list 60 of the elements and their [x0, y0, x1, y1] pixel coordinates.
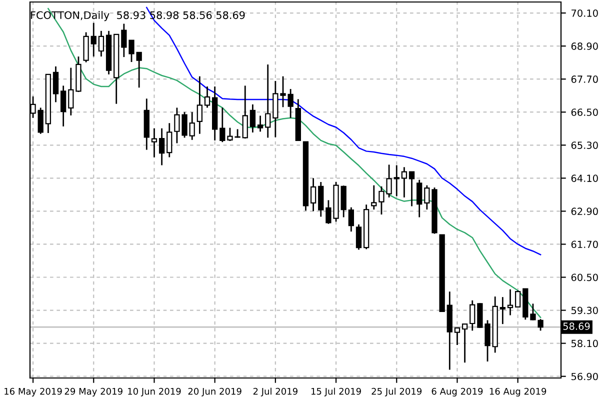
candlestick [265, 64, 271, 138]
x-tick-label: 16 May 2019 [4, 388, 62, 396]
candlestick [310, 177, 316, 212]
candlestick [356, 224, 362, 250]
candlestick [220, 107, 226, 143]
candlestick [394, 164, 400, 197]
candlestick [507, 288, 514, 316]
candlestick [98, 30, 104, 58]
candlestick [166, 122, 172, 158]
candlestick [90, 22, 96, 58]
candlestick [462, 323, 468, 364]
ref-line-label: 58.69 [563, 322, 590, 330]
x-tick-label: 2 Jul 2019 [253, 388, 298, 396]
candlestick [318, 181, 324, 218]
candlestick [196, 76, 203, 135]
candlestick [500, 296, 506, 325]
candlestick [204, 86, 210, 108]
x-tick-label: 29 May 2019 [64, 388, 122, 396]
candlestick [371, 184, 377, 210]
y-tick-label: 65.30 [571, 142, 598, 149]
candlestick [340, 184, 346, 218]
y-tick-label: 56.90 [571, 372, 598, 380]
y-tick-label: 68.90 [571, 42, 598, 50]
candlestick [408, 171, 415, 207]
candlestick [348, 206, 354, 232]
line-series [146, 6, 542, 256]
x-tick-label: 6 Aug 2019 [432, 388, 483, 396]
candlestick [242, 84, 248, 140]
candlestick [416, 179, 422, 218]
candlestick [470, 300, 476, 332]
candlestick [83, 32, 89, 63]
candlestick [52, 66, 59, 103]
candlestick [250, 104, 256, 134]
y-tick-label: 64.10 [571, 174, 598, 182]
candlestick [68, 67, 74, 116]
y-tick-label: 67.70 [571, 76, 598, 83]
candlestick [151, 128, 158, 158]
x-tick-label: 25 Jul 2019 [372, 388, 422, 396]
candlestick [538, 318, 544, 332]
candlestick [158, 128, 165, 166]
candlestick [530, 302, 536, 321]
y-tick-label: 60.50 [571, 274, 598, 282]
candlestick [189, 111, 195, 141]
candlestick [514, 290, 521, 308]
x-tick-label: 10 Jun 2019 [128, 388, 181, 396]
candlestick [401, 166, 408, 198]
candlestick [454, 327, 460, 346]
x-tick-label: 15 Jul 2019 [311, 388, 361, 396]
y-tick-label: 59.30 [571, 306, 598, 314]
candlestick [38, 107, 44, 135]
y-tick-label: 62.90 [571, 208, 598, 216]
y-tick-label: 66.50 [571, 108, 598, 116]
y-tick-label: 61.70 [571, 240, 598, 248]
y-tick-label: 70.10 [572, 9, 598, 17]
candlestick [136, 52, 142, 88]
x-tick-label: 16 Aug 2019 [490, 388, 546, 396]
candlestick [60, 84, 66, 128]
candlestick [257, 114, 264, 132]
x-tick-label: 20 Jun 2019 [188, 388, 242, 396]
y-tick-label: 58.10 [571, 340, 598, 348]
